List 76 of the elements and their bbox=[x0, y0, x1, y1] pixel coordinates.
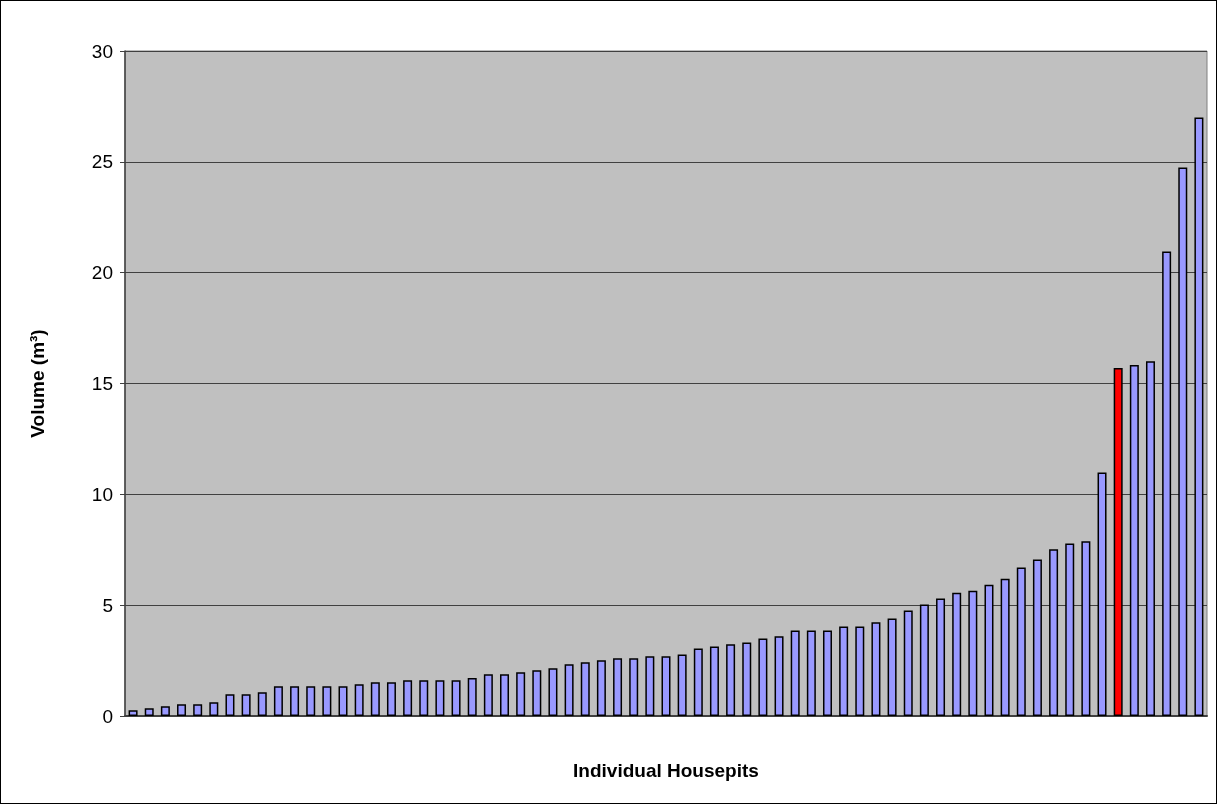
bar bbox=[1000, 578, 1010, 716]
bar bbox=[128, 710, 138, 716]
bar bbox=[806, 630, 816, 716]
bar bbox=[225, 694, 235, 716]
bar bbox=[903, 610, 913, 716]
bar bbox=[386, 682, 396, 716]
bar bbox=[968, 590, 978, 716]
bar bbox=[500, 674, 510, 716]
bar bbox=[209, 702, 219, 716]
bar bbox=[1178, 167, 1188, 716]
bar bbox=[1113, 367, 1123, 716]
bar bbox=[1162, 251, 1172, 716]
bar bbox=[871, 622, 881, 716]
y-tick-label: 0 bbox=[102, 705, 113, 727]
x-axis-title: Individual Housepits bbox=[573, 760, 759, 781]
bar bbox=[613, 658, 623, 716]
bar bbox=[919, 604, 929, 716]
bar bbox=[548, 668, 558, 716]
bar bbox=[1194, 117, 1204, 716]
bar bbox=[677, 654, 687, 716]
y-tick-label: 20 bbox=[91, 262, 113, 284]
bar bbox=[403, 680, 413, 716]
bar bbox=[257, 692, 267, 716]
bar bbox=[354, 684, 364, 716]
bar bbox=[822, 630, 832, 716]
bar bbox=[1081, 541, 1091, 716]
bar bbox=[1065, 543, 1075, 716]
bar bbox=[693, 648, 703, 716]
bar bbox=[273, 686, 283, 716]
bar bbox=[1016, 567, 1026, 716]
y-tick-label: 25 bbox=[91, 151, 113, 173]
bar bbox=[855, 626, 865, 716]
bar bbox=[160, 706, 170, 716]
bar bbox=[338, 686, 348, 716]
bar bbox=[661, 656, 671, 716]
bar bbox=[144, 708, 154, 716]
bar bbox=[1032, 559, 1042, 716]
bar bbox=[193, 704, 203, 716]
bar bbox=[790, 630, 800, 716]
bar bbox=[726, 644, 736, 716]
bar bbox=[1145, 361, 1155, 716]
y-axis-title: Volume (m³) bbox=[27, 329, 48, 438]
bar bbox=[629, 658, 639, 716]
bar bbox=[887, 618, 897, 716]
bar bbox=[774, 636, 784, 716]
bar bbox=[1129, 365, 1139, 716]
bar bbox=[984, 584, 994, 716]
bar bbox=[419, 680, 429, 716]
bar bbox=[839, 626, 849, 716]
bar bbox=[709, 646, 719, 716]
bar bbox=[290, 686, 300, 716]
bar bbox=[532, 670, 542, 716]
bar bbox=[483, 674, 493, 716]
bar bbox=[645, 656, 655, 716]
y-tick-label: 30 bbox=[91, 40, 113, 62]
bar bbox=[435, 680, 445, 716]
bar bbox=[742, 642, 752, 716]
bar bbox=[564, 664, 574, 716]
bar bbox=[758, 638, 768, 716]
y-tick-label: 15 bbox=[91, 373, 113, 394]
bar bbox=[467, 678, 477, 716]
bar bbox=[1049, 549, 1059, 716]
bar bbox=[952, 592, 962, 716]
bar bbox=[306, 686, 316, 716]
bar bbox=[596, 660, 606, 716]
bar bbox=[516, 672, 526, 716]
bar bbox=[936, 598, 946, 716]
y-tick-label: 10 bbox=[91, 483, 113, 505]
bar bbox=[1097, 472, 1107, 716]
bar bbox=[322, 686, 332, 716]
bar bbox=[451, 680, 461, 716]
bar bbox=[580, 662, 590, 716]
bar bbox=[177, 704, 187, 716]
bar bbox=[370, 682, 380, 716]
y-tick-label: 5 bbox=[102, 594, 113, 616]
bar bbox=[241, 694, 251, 716]
